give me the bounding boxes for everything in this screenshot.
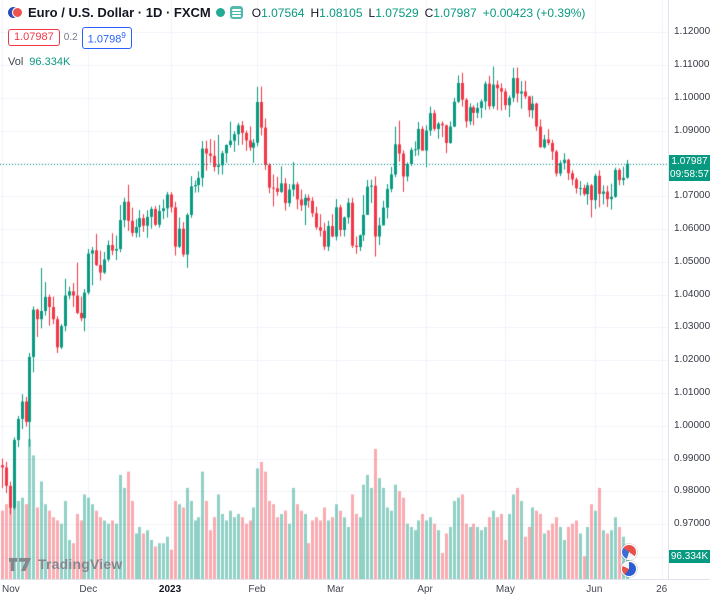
price-tick-label: 1.04000 bbox=[674, 288, 710, 300]
chart-pane[interactable]: Euro / U.S. Dollar · 1D · FXCM O1.07564 … bbox=[0, 0, 668, 579]
price-tick-label: 1.03000 bbox=[674, 321, 710, 333]
time-tick-label: Dec bbox=[79, 584, 98, 595]
time-tick-label: Mar bbox=[326, 584, 345, 595]
close-readout: C1.07987 bbox=[424, 5, 477, 20]
usd-flag-icon bbox=[12, 6, 23, 18]
price-tick-label: 1.12000 bbox=[674, 26, 710, 38]
tradingview-logo-text: TradingView bbox=[38, 556, 123, 572]
economic-event-eu-flag-icon[interactable] bbox=[621, 561, 637, 577]
price-tick-label: 1.11000 bbox=[674, 58, 710, 70]
time-tick-label: Jun bbox=[586, 584, 603, 595]
change-readout: +0.00423 (+0.39%) bbox=[482, 5, 586, 20]
time-tick-label: 26 bbox=[656, 584, 668, 595]
low-readout: L1.07529 bbox=[368, 5, 419, 20]
status-dot-icon[interactable] bbox=[215, 8, 225, 17]
bar-countdown: 09:58:57 bbox=[670, 168, 709, 180]
volume-label: Vol bbox=[8, 55, 24, 68]
price-tick-label: 1.02000 bbox=[674, 354, 710, 366]
spread-value: 0.2 bbox=[63, 32, 78, 44]
bid-price-badge[interactable]: 1.07987 bbox=[8, 29, 60, 47]
legend-title-row: Euro / U.S. Dollar · 1D · FXCM O1.07564 … bbox=[8, 5, 585, 20]
bid-ask-row: 1.07987 0.2 1.07989 bbox=[8, 27, 585, 49]
economic-event-us-flag-icon[interactable] bbox=[621, 544, 637, 560]
current-price-badge: 1.07987 09:58:57 bbox=[669, 154, 710, 181]
time-tick-label: Nov bbox=[2, 584, 20, 595]
chart-legend: Euro / U.S. Dollar · 1D · FXCM O1.07564 … bbox=[8, 5, 585, 68]
price-tick-label: 1.06000 bbox=[674, 222, 710, 234]
time-tick-label: Feb bbox=[248, 584, 266, 595]
time-tick-label: 2023 bbox=[158, 584, 182, 595]
volume-axis-badge: 96.334K bbox=[669, 549, 710, 563]
tradingview-logo[interactable]: TradingView bbox=[8, 556, 122, 572]
legend-list-icon[interactable] bbox=[229, 6, 243, 19]
price-tick-label: 1.07000 bbox=[674, 190, 710, 202]
candlestick-chart-canvas[interactable] bbox=[0, 0, 668, 579]
symbol-title[interactable]: Euro / U.S. Dollar · 1D · FXCM bbox=[28, 5, 211, 20]
price-tick-label: 0.97000 bbox=[674, 518, 710, 530]
price-tick-label: 1.01000 bbox=[674, 386, 710, 398]
time-tick-label: Apr bbox=[417, 584, 433, 595]
price-tick-label: 0.99000 bbox=[674, 452, 710, 464]
price-tick-label: 1.10000 bbox=[674, 91, 710, 103]
volume-value: 96.334K bbox=[29, 55, 71, 68]
ask-superscript: 9 bbox=[121, 31, 126, 40]
tradingview-logo-icon bbox=[8, 557, 32, 571]
price-tick-label: 1.05000 bbox=[674, 255, 710, 267]
high-readout: H1.08105 bbox=[310, 5, 363, 20]
price-tick-label: 0.98000 bbox=[674, 485, 710, 497]
time-axis[interactable]: Nov Dec 2023 Feb Mar Apr May Jun 26 bbox=[0, 579, 710, 600]
ask-price-badge[interactable]: 1.07989 bbox=[81, 27, 132, 49]
economic-event-icons bbox=[621, 544, 637, 577]
current-price-value: 1.07987 bbox=[671, 155, 708, 167]
price-tick-label: 1.09000 bbox=[674, 124, 710, 136]
symbol-pair-logo-icon[interactable] bbox=[8, 6, 23, 20]
time-tick-label: May bbox=[495, 584, 515, 595]
open-readout: O1.07564 bbox=[251, 5, 305, 20]
volume-row: Vol 96.334K bbox=[8, 56, 585, 68]
price-tick-label: 1.00000 bbox=[674, 419, 710, 431]
price-axis[interactable]: 1.07987 09:58:57 96.334K 1.12000 1.11000 1… bbox=[668, 0, 710, 579]
ohlc-readout: O1.07564 H1.08105 L1.07529 C1.07987 +0.0… bbox=[252, 6, 586, 20]
